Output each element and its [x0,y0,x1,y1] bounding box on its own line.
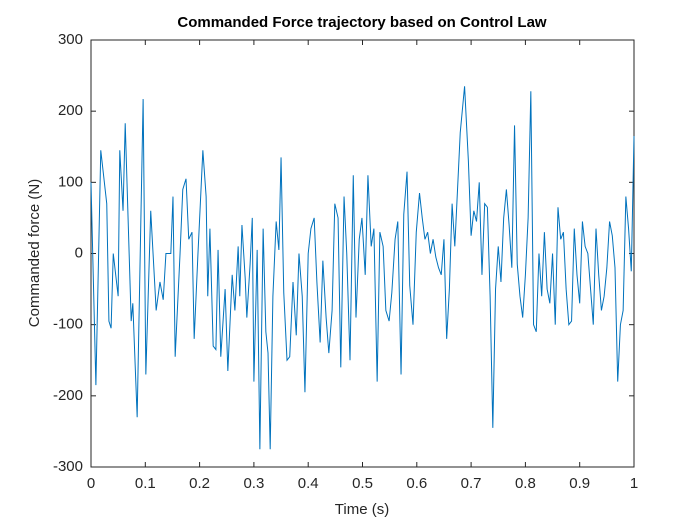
x-tick-label: 0 [87,475,95,492]
x-tick-label: 0.7 [461,475,482,492]
y-tick-label: -200 [53,387,83,404]
y-tick-label: 200 [58,102,83,119]
x-axis-label: Time (s) [335,501,389,518]
x-tick-label: 0.6 [406,475,427,492]
x-tick-label: 0.3 [243,475,264,492]
data-line [90,86,635,450]
y-axis-label: Commanded force (N) [26,179,43,327]
x-tick-label: 0.2 [189,475,210,492]
x-tick-label: 0.4 [298,475,319,492]
y-tick-label: -300 [53,458,83,475]
x-tick-label: 0.5 [352,475,373,492]
x-tick-label: 0.9 [569,475,590,492]
chart-title: Commanded Force trajectory based on Cont… [177,14,547,31]
y-tick-label: 100 [58,173,83,190]
x-tick-label: 0.1 [135,475,156,492]
y-tick-label: 0 [75,244,83,261]
y-tick-label: -100 [53,316,83,333]
x-tick-label: 1 [630,475,638,492]
x-tick-label: 0.8 [515,475,536,492]
y-tick-label: 300 [58,31,83,48]
